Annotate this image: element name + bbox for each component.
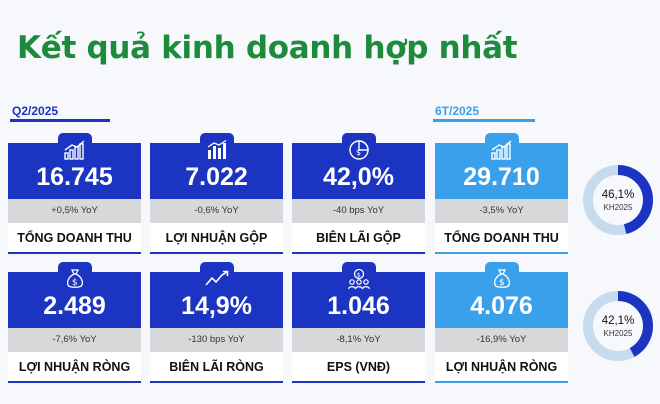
kpi-change: -8,1% YoY <box>292 328 425 352</box>
kpi-value: 16.745 <box>36 163 113 191</box>
kpi-card-gross-margin-q2: $ 42,0% -40 bps YoY BIÊN LÃI GỘP <box>292 133 425 254</box>
kpi-change: -7,6% YoY <box>8 328 141 352</box>
kpi-label: TỔNG DOANH THU <box>435 223 568 254</box>
page-title: Kết quả kinh doanh hợp nhất <box>17 30 518 66</box>
donut-progress-arc <box>583 291 653 361</box>
kpi-change: -0,6% YoY <box>150 199 283 223</box>
bar-chart-up-icon <box>57 133 92 167</box>
kpi-card-net-margin-q2: 14,9% -130 bps YoY BIÊN LÃI RÒNG <box>150 262 283 383</box>
kpi-change: -3,5% YoY <box>435 199 568 223</box>
svg-text:$: $ <box>356 148 361 157</box>
money-bag-icon: $ <box>484 262 519 296</box>
svg-text:$: $ <box>72 278 78 288</box>
svg-text:$: $ <box>356 271 360 279</box>
kpi-change: -40 bps YoY <box>292 199 425 223</box>
kpi-change: -16,9% YoY <box>435 328 568 352</box>
kpi-change: -130 bps YoY <box>150 328 283 352</box>
donut-percent: 46,1% <box>601 189 635 201</box>
kpi-label: BIÊN LÃI GỘP <box>292 223 425 254</box>
kpi-value: 14,9% <box>181 292 252 320</box>
period-label-q2: Q2/2025 <box>12 104 59 118</box>
period-underline-q2 <box>10 119 110 122</box>
kpi-value: 42,0% <box>323 163 394 191</box>
money-bag-icon: $ <box>57 262 92 296</box>
kpi-value: 29.710 <box>463 163 540 191</box>
kpi-value: 2.489 <box>43 292 106 320</box>
trend-line-icon <box>199 262 234 296</box>
kpi-card-gross-profit-q2: 7.022 -0,6% YoY LỢI NHUẬN GỘP <box>150 133 283 254</box>
kpi-label: TỔNG DOANH THU <box>8 223 141 254</box>
kpi-label: EPS (VNĐ) <box>292 352 425 383</box>
kpi-label: LỢI NHUẬN RÒNG <box>8 352 141 383</box>
shareholders-icon: $ <box>341 262 376 296</box>
bar-chart-icon <box>199 133 234 167</box>
donut-percent: 42,1% <box>601 315 635 327</box>
kpi-value: 7.022 <box>185 163 248 191</box>
kpi-card-total-revenue-h1: 29.710 -3,5% YoY TỔNG DOANH THU <box>435 133 568 254</box>
kpi-card-eps-q2: $ 1.046 -8,1% YoY EPS (VNĐ) <box>292 262 425 383</box>
donut-progress-arc <box>583 165 653 235</box>
kpi-change: +0,5% YoY <box>8 199 141 223</box>
kpi-value: 1.046 <box>327 292 390 320</box>
plan-progress-donut-revenue: 46,1% KH2025 <box>582 164 654 236</box>
pie-money-icon: $ <box>341 133 376 167</box>
kpi-label: BIÊN LÃI RÒNG <box>150 352 283 383</box>
donut-caption: KH2025 <box>603 203 633 212</box>
svg-text:$: $ <box>499 278 505 288</box>
plan-progress-donut-net-profit: 42,1% KH2025 <box>582 290 654 362</box>
bar-chart-up-icon <box>484 133 519 167</box>
kpi-card-net-profit-q2: $ 2.489 -7,6% YoY LỢI NHUẬN RÒNG <box>8 262 141 383</box>
kpi-value: 4.076 <box>470 292 533 320</box>
kpi-label: LỢI NHUẬN RÒNG <box>435 352 568 383</box>
kpi-label: LỢI NHUẬN GỘP <box>150 223 283 254</box>
period-underline-h1 <box>433 119 535 122</box>
kpi-card-net-profit-h1: $ 4.076 -16,9% YoY LỢI NHUẬN RÒNG <box>435 262 568 383</box>
kpi-card-total-revenue-q2: 16.745 +0,5% YoY TỔNG DOANH THU <box>8 133 141 254</box>
period-label-h1: 6T/2025 <box>435 104 480 118</box>
donut-caption: KH2025 <box>603 329 633 338</box>
